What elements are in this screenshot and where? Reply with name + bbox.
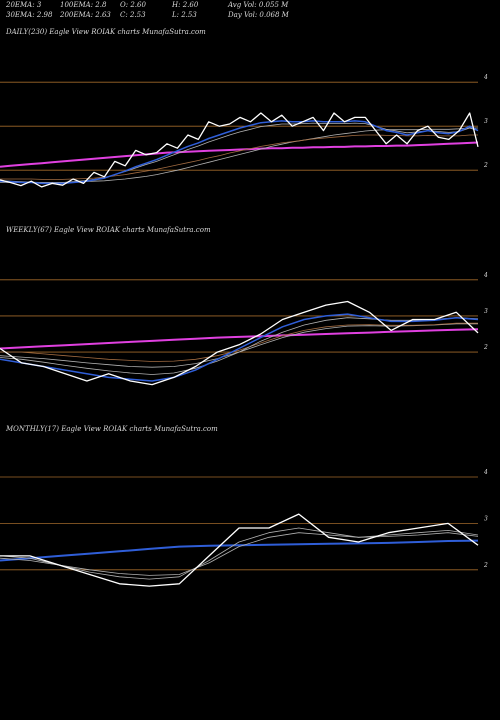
daily-series-5 (0, 141, 479, 168)
daily-series-3 (0, 134, 478, 180)
weekly-series-5 (0, 328, 479, 350)
weekly-panel-title: WEEKLY(67) Eagle View ROIAK charts Munaf… (6, 226, 211, 234)
daily-ytick-4: 4 (483, 74, 488, 81)
daily-ytick-3: 3 (484, 118, 488, 125)
monthly-ytick-2: 2 (483, 562, 488, 569)
ema30-label: 30EMA: 2.98 (6, 11, 53, 19)
daily-panel-title: DAILY(230) Eagle View ROIAK charts Munaf… (6, 28, 206, 36)
daily-ytick-2: 2 (483, 162, 488, 169)
weekly-ytick-2: 2 (483, 344, 488, 351)
ema200-label: 200EMA: 2.63 (60, 11, 111, 19)
daily-series-1 (0, 120, 479, 185)
open-label: O: 2.60 (120, 1, 146, 9)
weekly-series-0 (0, 300, 479, 386)
monthly-panel-title: MONTHLY(17) Eagle View ROIAK charts Muna… (6, 425, 218, 433)
monthly-ytick-3: 3 (484, 515, 488, 522)
weekly-ytick-3: 3 (484, 308, 488, 315)
ema100-label: 100EMA: 2.8 (60, 1, 107, 9)
low-label: L: 2.53 (172, 11, 197, 19)
monthly-series-3 (0, 539, 479, 562)
monthly-series-0 (0, 513, 479, 587)
weekly-series-2 (0, 317, 479, 375)
high-label: H: 2.60 (172, 1, 199, 9)
ema20-label: 20EMA: 3 (6, 1, 42, 9)
monthly-series-2 (0, 532, 479, 576)
daily-series-2 (0, 122, 479, 183)
daily-series-0 (0, 112, 479, 188)
weekly-series-3 (0, 322, 478, 362)
monthly-series-1 (0, 527, 479, 580)
monthly-ytick-4: 4 (483, 469, 488, 476)
weekly-ytick-4: 4 (483, 272, 488, 279)
avg-vol-label: Avg Vol: 0.055 M (228, 1, 289, 9)
weekly-series-1 (0, 313, 479, 382)
day-vol-label: Day Vol: 0.068 M (228, 11, 289, 19)
close-label: C: 2.53 (120, 11, 146, 19)
